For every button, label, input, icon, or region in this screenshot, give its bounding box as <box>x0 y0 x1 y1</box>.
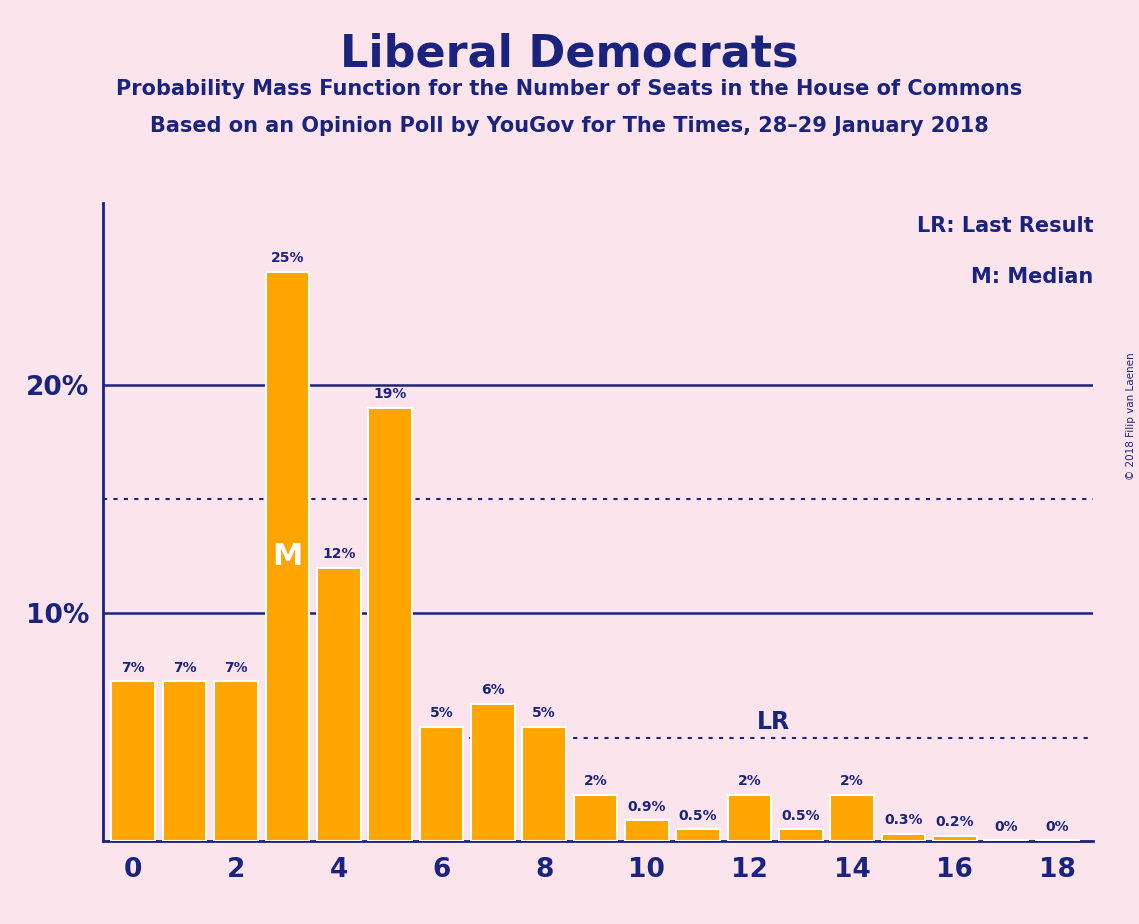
Text: LR: LR <box>757 710 790 734</box>
Bar <box>933 836 976 841</box>
Bar <box>728 796 771 841</box>
Text: 0%: 0% <box>1046 820 1070 834</box>
Text: 7%: 7% <box>173 661 196 675</box>
Bar <box>112 682 155 841</box>
Text: 25%: 25% <box>271 250 304 265</box>
Text: 19%: 19% <box>374 387 407 401</box>
Text: 2%: 2% <box>841 774 865 788</box>
Text: 5%: 5% <box>429 706 453 720</box>
Text: Probability Mass Function for the Number of Seats in the House of Commons: Probability Mass Function for the Number… <box>116 79 1023 99</box>
Text: LR: Last Result: LR: Last Result <box>917 216 1093 236</box>
Text: M: Median: M: Median <box>972 267 1093 287</box>
Text: © 2018 Filip van Laenen: © 2018 Filip van Laenen <box>1126 352 1136 480</box>
Text: 2%: 2% <box>738 774 761 788</box>
Text: 0%: 0% <box>994 820 1018 834</box>
Bar <box>830 796 874 841</box>
Bar <box>779 830 822 841</box>
Bar <box>317 567 361 841</box>
Bar <box>523 727 566 841</box>
Bar <box>574 796 617 841</box>
Text: 5%: 5% <box>532 706 556 720</box>
Text: Liberal Democrats: Liberal Democrats <box>341 32 798 76</box>
Text: 12%: 12% <box>322 547 355 561</box>
Bar <box>470 704 515 841</box>
Text: Based on an Opinion Poll by YouGov for The Times, 28–29 January 2018: Based on an Opinion Poll by YouGov for T… <box>150 116 989 136</box>
Bar <box>163 682 206 841</box>
Bar <box>419 727 464 841</box>
Bar <box>368 408 412 841</box>
Text: 0.5%: 0.5% <box>781 808 820 822</box>
Text: 0.2%: 0.2% <box>935 816 974 830</box>
Text: 2%: 2% <box>583 774 607 788</box>
Text: 0.3%: 0.3% <box>884 813 923 827</box>
Text: 7%: 7% <box>224 661 248 675</box>
Text: 0.5%: 0.5% <box>679 808 718 822</box>
Bar <box>1035 840 1080 841</box>
Bar <box>677 830 720 841</box>
Bar <box>265 272 309 841</box>
Bar <box>984 840 1029 841</box>
Bar <box>882 834 925 841</box>
Text: 6%: 6% <box>481 684 505 698</box>
Text: 0.9%: 0.9% <box>628 799 666 813</box>
Bar <box>625 821 669 841</box>
Text: 7%: 7% <box>122 661 145 675</box>
Bar <box>214 682 257 841</box>
Text: M: M <box>272 541 303 571</box>
